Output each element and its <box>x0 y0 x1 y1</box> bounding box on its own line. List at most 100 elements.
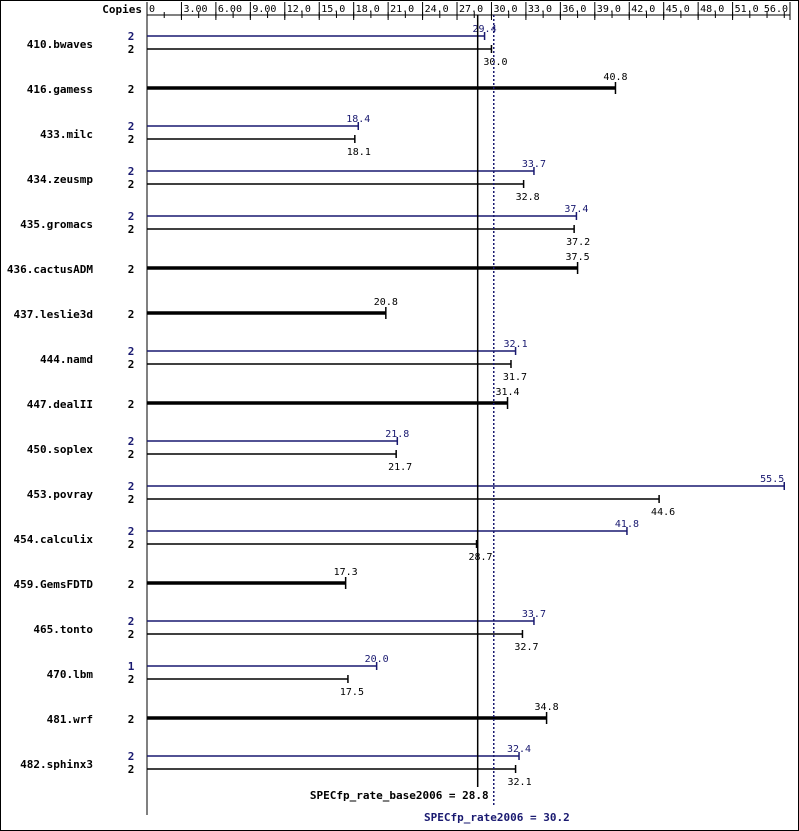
benchmark-bars: 410.bwaves 2 29.4 2 30.0 416.gamess 2 40.8 433.m… <box>7 24 786 788</box>
x-tick-label: 33.0 <box>528 4 552 15</box>
base-copies: 2 <box>128 673 135 686</box>
benchmark-row: 444.namd 2 32.1 2 31.7 <box>40 339 528 383</box>
benchmark-row: 459.GemsFDTD 2 17.3 <box>14 567 358 591</box>
base-value-label: 40.8 <box>603 72 627 83</box>
base-copies: 2 <box>128 713 135 726</box>
benchmark-row: 447.dealII 2 31.4 <box>27 387 520 411</box>
base-copies: 2 <box>128 83 135 96</box>
base-copies: 2 <box>128 133 135 146</box>
base-value-label: 32.7 <box>514 642 538 653</box>
benchmark-name: 416.gamess <box>27 83 93 96</box>
benchmark-row: 470.lbm 1 20.0 2 17.5 <box>47 654 389 698</box>
reference-lines: SPECfp_rate_base2006 = 28.8 SPECfp_rate20… <box>310 15 570 824</box>
benchmark-name: 433.milc <box>40 128 93 141</box>
peak-copies: 2 <box>128 525 135 538</box>
benchmark-row: 454.calculix 2 41.8 2 28.7 <box>14 519 639 563</box>
base-value-label: 37.5 <box>566 252 590 263</box>
peak-value-label: 18.4 <box>346 114 370 125</box>
base-value-label: 17.5 <box>340 687 364 698</box>
base-copies: 2 <box>128 448 135 461</box>
base-value-label: 21.7 <box>388 462 412 473</box>
benchmark-row: 436.cactusADM 2 37.5 <box>7 252 590 276</box>
peak-copies: 2 <box>128 435 135 448</box>
copies-header: Copies <box>102 3 142 16</box>
base-value-label: 34.8 <box>535 702 559 713</box>
base-copies: 2 <box>128 358 135 371</box>
base-value-label: 32.8 <box>516 192 540 203</box>
benchmark-name: 482.sphinx3 <box>20 758 93 771</box>
peak-copies: 2 <box>128 30 135 43</box>
base-value-label: 20.8 <box>374 297 398 308</box>
base-value-label: 18.1 <box>347 147 371 158</box>
benchmark-name: 459.GemsFDTD <box>14 578 94 591</box>
peak-value-label: 41.8 <box>615 519 639 530</box>
peak-copies: 2 <box>128 750 135 763</box>
benchmark-name: 454.calculix <box>14 533 94 546</box>
base-value-label: 37.2 <box>566 237 590 248</box>
x-tick-label: 51.0 <box>735 4 759 15</box>
x-tick-label: 6.00 <box>218 4 242 15</box>
benchmark-row: 435.gromacs 2 37.4 2 37.2 <box>20 204 590 248</box>
x-tick-label: 24.0 <box>425 4 449 15</box>
base-value-label: 28.7 <box>468 552 492 563</box>
base-value-label: 30.0 <box>483 57 507 68</box>
base-copies: 2 <box>128 538 135 551</box>
base-metric-label: SPECfp_rate_base2006 = 28.8 <box>310 789 489 802</box>
benchmark-name: 453.povray <box>27 488 94 501</box>
base-value-label: 32.1 <box>508 777 532 788</box>
benchmark-name: 434.zeusmp <box>27 173 94 186</box>
peak-copies: 2 <box>128 480 135 493</box>
peak-copies: 2 <box>128 210 135 223</box>
peak-value-label: 32.1 <box>504 339 528 350</box>
peak-value-label: 20.0 <box>365 654 389 665</box>
x-tick-label: 0 <box>149 4 155 15</box>
x-tick-label: 36.0 <box>562 4 586 15</box>
x-tick-label: 48.0 <box>700 4 724 15</box>
base-copies: 2 <box>128 763 135 776</box>
base-value-label: 17.3 <box>334 567 358 578</box>
base-value-label: 31.4 <box>495 387 519 398</box>
benchmark-row: 482.sphinx3 2 32.4 2 32.1 <box>20 744 531 788</box>
benchmark-name: 450.soplex <box>27 443 94 456</box>
x-tick-label: 30.0 <box>493 4 517 15</box>
benchmark-row: 433.milc 2 18.4 2 18.1 <box>40 114 371 158</box>
x-tick-label: 42.0 <box>631 4 655 15</box>
peak-value-label: 29.4 <box>473 24 497 35</box>
base-copies: 2 <box>128 43 135 56</box>
base-copies: 2 <box>128 263 135 276</box>
peak-value-label: 32.4 <box>507 744 531 755</box>
x-tick-label: 21.0 <box>390 4 414 15</box>
x-tick-label: 3.00 <box>183 4 207 15</box>
peak-metric-label: SPECfp_rate2006 = 30.2 <box>424 811 570 824</box>
peak-copies: 2 <box>128 120 135 133</box>
benchmark-name: 436.cactusADM <box>7 263 93 276</box>
peak-value-label: 55.5 <box>760 474 784 485</box>
benchmark-row: 434.zeusmp 2 33.7 2 32.8 <box>27 159 546 203</box>
benchmark-row: 453.povray 2 55.5 2 44.6 <box>27 474 786 518</box>
base-copies: 2 <box>128 308 135 321</box>
base-value-label: 44.6 <box>651 507 675 518</box>
peak-copies: 2 <box>128 165 135 178</box>
peak-value-label: 33.7 <box>522 159 546 170</box>
peak-value-label: 37.4 <box>564 204 588 215</box>
peak-copies: 2 <box>128 615 135 628</box>
x-tick-label: 12.0 <box>287 4 311 15</box>
benchmark-row: 465.tonto 2 33.7 2 32.7 <box>33 609 546 653</box>
peak-value-label: 21.8 <box>385 429 409 440</box>
base-copies: 2 <box>128 223 135 236</box>
benchmark-name: 444.namd <box>40 353 93 366</box>
benchmark-row: 450.soplex 2 21.8 2 21.7 <box>27 429 412 473</box>
peak-copies: 2 <box>128 345 135 358</box>
benchmark-row: 416.gamess 2 40.8 <box>27 72 628 96</box>
benchmark-row: 437.leslie3d 2 20.8 <box>14 297 398 321</box>
benchmark-row: 481.wrf 2 34.8 <box>47 702 559 726</box>
benchmark-name: 465.tonto <box>33 623 93 636</box>
x-tick-label: 45.0 <box>666 4 690 15</box>
base-copies: 2 <box>128 493 135 506</box>
base-value-label: 31.7 <box>503 372 527 383</box>
x-tick-label: 9.00 <box>252 4 276 15</box>
base-copies: 2 <box>128 178 135 191</box>
benchmark-name: 435.gromacs <box>20 218 93 231</box>
x-tick-label: 15.0 <box>321 4 345 15</box>
